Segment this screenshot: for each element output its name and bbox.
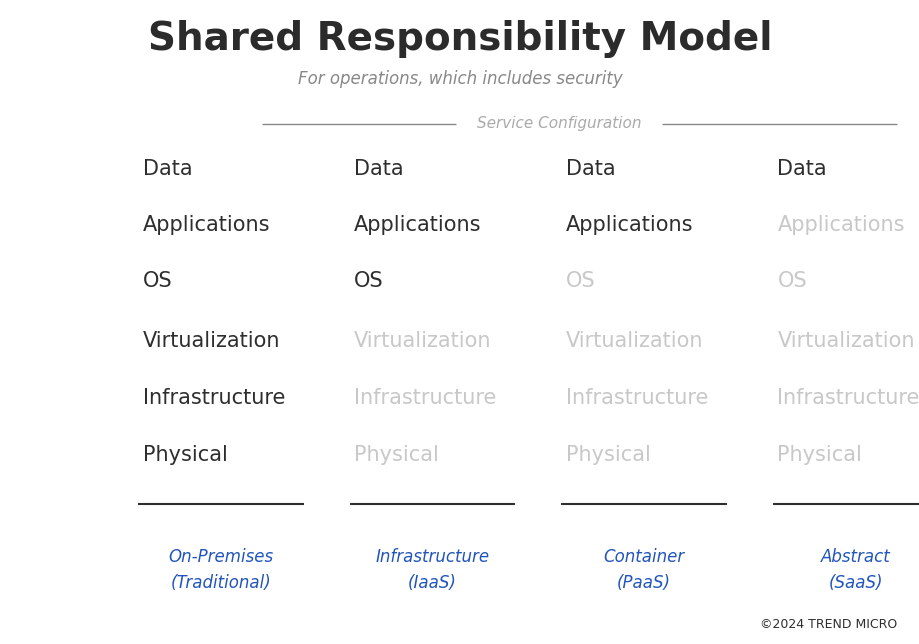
Text: OS: OS <box>777 271 806 292</box>
Text: Virtualization: Virtualization <box>777 331 913 352</box>
Text: Virtualization: Virtualization <box>142 331 279 352</box>
Text: Infrastructure
(IaaS): Infrastructure (IaaS) <box>375 548 489 592</box>
Text: Service Configuration: Service Configuration <box>477 116 641 131</box>
Text: For operations, which includes security: For operations, which includes security <box>298 70 621 88</box>
Text: OS: OS <box>565 271 595 292</box>
Text: Physical: Physical <box>777 444 861 465</box>
Text: Physical: Physical <box>142 444 227 465</box>
Text: Shared Responsibility Model: Shared Responsibility Model <box>148 19 771 58</box>
Text: OS: OS <box>142 271 172 292</box>
Text: Virtualization: Virtualization <box>565 331 702 352</box>
Text: Physical: Physical <box>354 444 438 465</box>
Text: Infrastructure: Infrastructure <box>565 388 708 408</box>
Text: Applications: Applications <box>354 215 482 236</box>
Text: Infrastructure: Infrastructure <box>142 388 285 408</box>
Text: OS: OS <box>354 271 383 292</box>
Text: Abstract
(SaaS): Abstract (SaaS) <box>820 548 890 592</box>
Text: Applications: Applications <box>142 215 270 236</box>
Text: Data: Data <box>777 158 826 179</box>
Text: Infrastructure: Infrastructure <box>354 388 496 408</box>
Text: Virtualization: Virtualization <box>354 331 491 352</box>
Text: Applications: Applications <box>777 215 904 236</box>
Text: Infrastructure: Infrastructure <box>777 388 919 408</box>
Text: Physical: Physical <box>565 444 650 465</box>
Text: Data: Data <box>354 158 403 179</box>
Text: Applications: Applications <box>565 215 693 236</box>
Text: On-Premises
(Traditional): On-Premises (Traditional) <box>168 548 273 592</box>
Text: ©2024 TREND MICRO: ©2024 TREND MICRO <box>759 618 896 631</box>
Text: Container
(PaaS): Container (PaaS) <box>603 548 684 592</box>
Text: Data: Data <box>565 158 615 179</box>
Text: Data: Data <box>142 158 192 179</box>
